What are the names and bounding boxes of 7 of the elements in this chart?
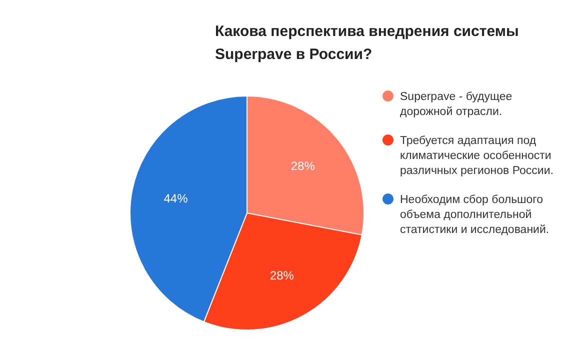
data-label: 28% <box>290 158 316 173</box>
legend-label: Superpave - будущее дорожной отрасли. <box>400 91 512 118</box>
chart-title: Какова перспектива внедрения системы Superpave в России? <box>215 23 519 63</box>
data-label: 28% <box>270 268 294 283</box>
legend-label: Требуется адаптация под климатические особенности различных регионов России. <box>400 135 554 177</box>
legend-label: Необходим сбор большого объема дополнительной статистики и исследований. <box>400 194 550 236</box>
data-label: 44% <box>164 192 188 206</box>
